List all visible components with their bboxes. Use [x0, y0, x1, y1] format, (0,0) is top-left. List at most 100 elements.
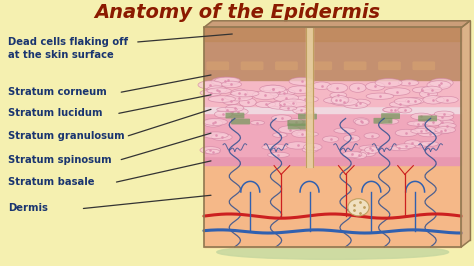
Ellipse shape [435, 127, 456, 133]
Ellipse shape [273, 132, 287, 138]
Ellipse shape [214, 111, 232, 118]
Ellipse shape [273, 89, 295, 96]
Ellipse shape [351, 152, 367, 159]
Ellipse shape [330, 92, 347, 98]
Ellipse shape [411, 141, 428, 148]
Ellipse shape [250, 120, 264, 125]
Ellipse shape [207, 88, 231, 94]
Ellipse shape [348, 199, 369, 216]
Bar [204, 132, 462, 156]
Text: Stratum spinosum: Stratum spinosum [8, 155, 111, 165]
Ellipse shape [413, 120, 434, 127]
Text: Anatomy of the Epidermis: Anatomy of the Epidermis [94, 3, 380, 22]
Ellipse shape [430, 114, 454, 121]
Text: Stratum granulosum: Stratum granulosum [8, 131, 124, 141]
Ellipse shape [288, 86, 312, 94]
Bar [204, 106, 462, 113]
Ellipse shape [211, 134, 232, 140]
FancyBboxPatch shape [412, 61, 435, 70]
Ellipse shape [342, 151, 362, 158]
Ellipse shape [263, 85, 283, 93]
FancyBboxPatch shape [287, 120, 306, 126]
Ellipse shape [429, 119, 454, 125]
Ellipse shape [415, 126, 437, 133]
Ellipse shape [334, 128, 356, 134]
Ellipse shape [429, 78, 453, 87]
Ellipse shape [331, 95, 349, 105]
Polygon shape [462, 21, 470, 247]
Ellipse shape [410, 128, 430, 134]
Text: Stratum basale: Stratum basale [8, 177, 94, 187]
Ellipse shape [438, 123, 456, 129]
Ellipse shape [350, 99, 370, 106]
Ellipse shape [260, 85, 286, 93]
Ellipse shape [228, 108, 248, 115]
Ellipse shape [226, 109, 239, 115]
Ellipse shape [297, 132, 319, 136]
Ellipse shape [198, 81, 223, 89]
Ellipse shape [225, 105, 244, 111]
Ellipse shape [292, 130, 312, 138]
FancyBboxPatch shape [378, 61, 401, 70]
Ellipse shape [421, 86, 442, 93]
Ellipse shape [231, 90, 259, 97]
Ellipse shape [286, 142, 310, 149]
FancyBboxPatch shape [231, 119, 250, 124]
Ellipse shape [322, 136, 339, 142]
FancyBboxPatch shape [298, 114, 317, 119]
Ellipse shape [360, 149, 376, 157]
FancyBboxPatch shape [288, 124, 307, 129]
Ellipse shape [203, 118, 228, 126]
Ellipse shape [208, 96, 236, 102]
Ellipse shape [418, 130, 441, 137]
Ellipse shape [423, 95, 444, 104]
Ellipse shape [384, 88, 410, 95]
Ellipse shape [255, 101, 275, 107]
FancyBboxPatch shape [241, 61, 264, 70]
Ellipse shape [292, 96, 319, 103]
Ellipse shape [411, 113, 432, 120]
Ellipse shape [359, 145, 382, 151]
Bar [204, 113, 462, 132]
Ellipse shape [231, 89, 248, 98]
Ellipse shape [330, 97, 358, 106]
Ellipse shape [355, 119, 369, 125]
Ellipse shape [312, 82, 331, 90]
Ellipse shape [365, 82, 385, 90]
Ellipse shape [292, 107, 310, 114]
Ellipse shape [344, 135, 360, 142]
Ellipse shape [405, 140, 420, 146]
Ellipse shape [217, 245, 448, 259]
Ellipse shape [434, 111, 454, 117]
Ellipse shape [383, 107, 406, 113]
FancyBboxPatch shape [206, 61, 229, 70]
Ellipse shape [375, 78, 402, 87]
FancyBboxPatch shape [275, 61, 298, 70]
Ellipse shape [378, 119, 399, 124]
Ellipse shape [304, 143, 322, 151]
Ellipse shape [289, 119, 303, 125]
Ellipse shape [272, 100, 297, 107]
Ellipse shape [398, 107, 412, 113]
Ellipse shape [349, 83, 366, 92]
Ellipse shape [390, 101, 410, 107]
Ellipse shape [427, 81, 451, 90]
Text: Dead cells flaking off
at the skin surface: Dead cells flaking off at the skin surfa… [8, 37, 128, 60]
Ellipse shape [279, 126, 301, 133]
Ellipse shape [289, 77, 314, 85]
Ellipse shape [273, 94, 299, 102]
Ellipse shape [399, 80, 419, 86]
Ellipse shape [425, 119, 441, 126]
Ellipse shape [430, 129, 451, 134]
Ellipse shape [225, 94, 253, 101]
Ellipse shape [280, 99, 307, 108]
Ellipse shape [217, 107, 237, 112]
Ellipse shape [222, 98, 239, 105]
Ellipse shape [395, 129, 418, 136]
Ellipse shape [205, 149, 220, 154]
Ellipse shape [272, 115, 292, 122]
Ellipse shape [389, 146, 410, 151]
Ellipse shape [324, 97, 348, 104]
Ellipse shape [412, 87, 433, 93]
Ellipse shape [268, 152, 290, 157]
